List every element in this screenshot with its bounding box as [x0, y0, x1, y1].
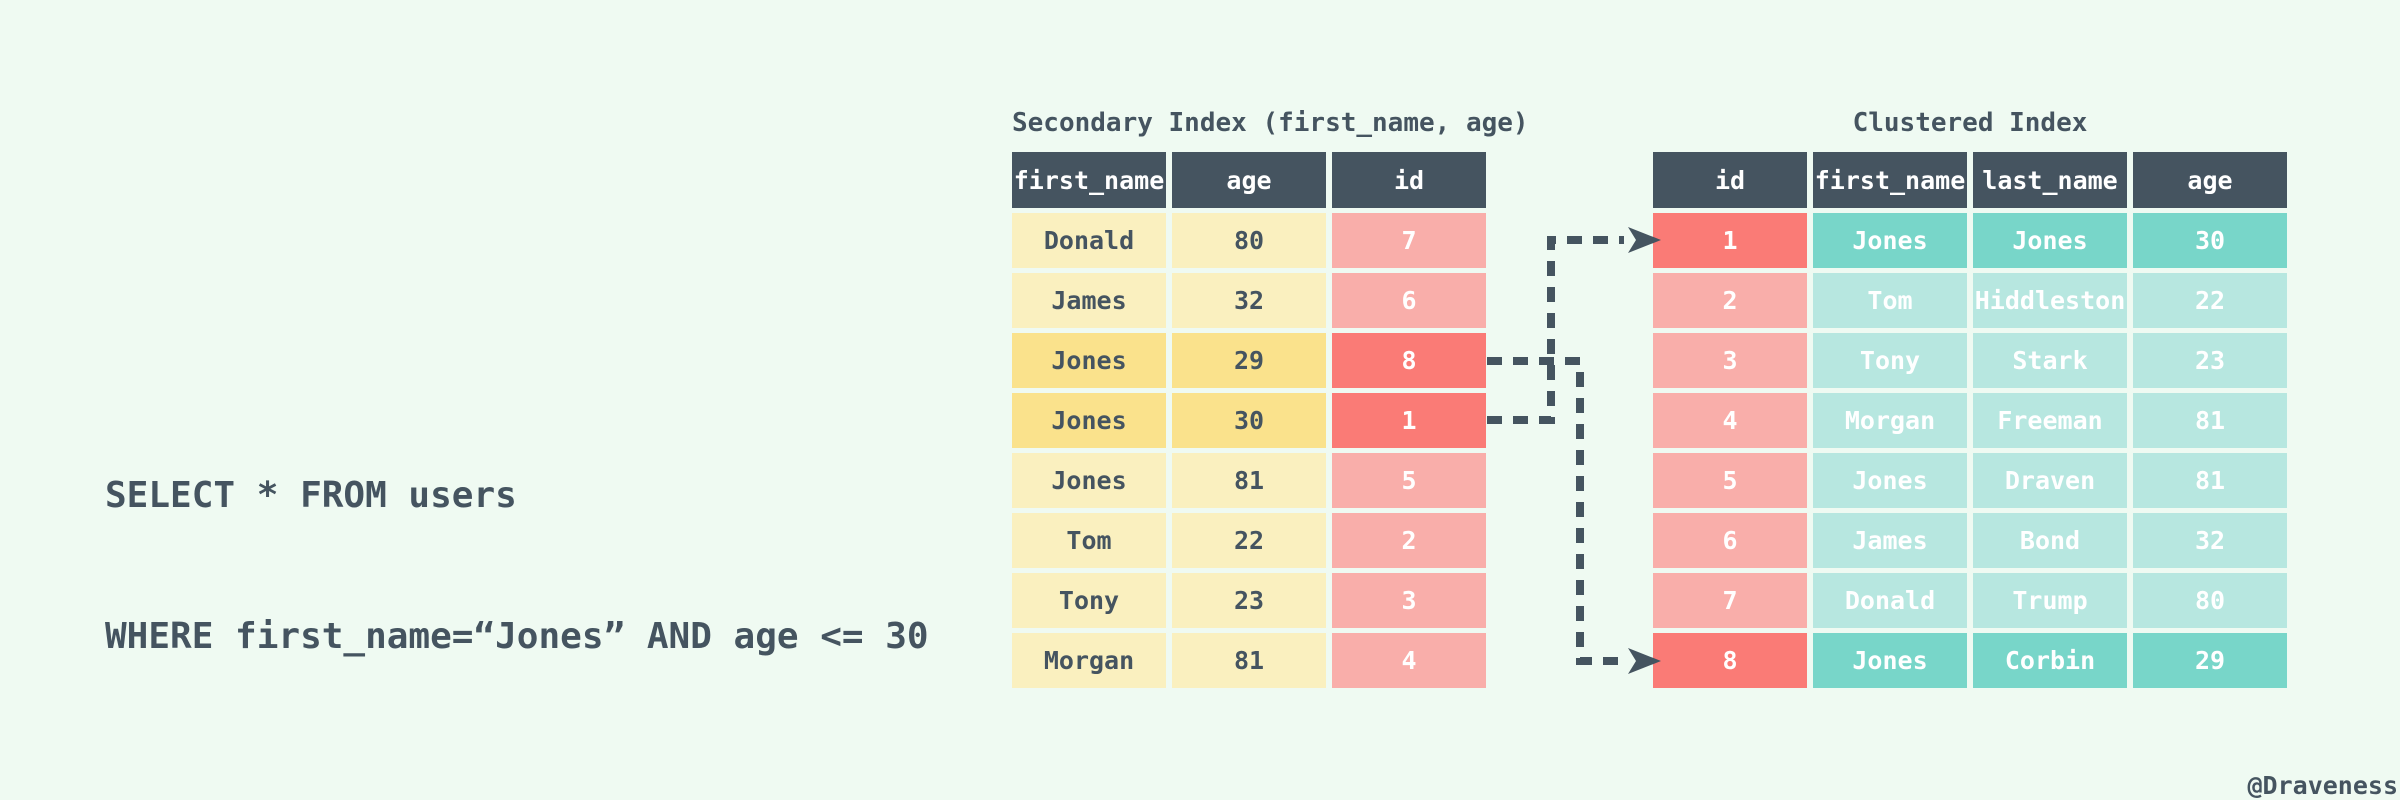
cell-first-name: Tony: [1012, 573, 1166, 628]
table-row: Tony 23 3: [1012, 573, 1486, 628]
secondary-header-age: age: [1172, 152, 1326, 208]
table-row: Morgan 81 4: [1012, 633, 1486, 688]
cell-last-name: Corbin: [1973, 633, 2127, 688]
cell-id: 5: [1653, 453, 1807, 508]
cell-age: 30: [1172, 393, 1326, 448]
cell-first-name: Donald: [1012, 213, 1166, 268]
cell-id: 1: [1653, 213, 1807, 268]
clustered-header-last-name: last_name: [1973, 152, 2127, 208]
cell-age: 22: [1172, 513, 1326, 568]
cell-first-name: James: [1813, 513, 1967, 568]
cell-age: 81: [1172, 633, 1326, 688]
cell-last-name: Jones: [1973, 213, 2127, 268]
cell-id: 2: [1653, 273, 1807, 328]
secondary-header-id: id: [1332, 152, 1486, 208]
cell-id: 7: [1332, 213, 1486, 268]
cell-first-name: Jones: [1012, 453, 1166, 508]
cell-last-name: Stark: [1973, 333, 2127, 388]
cell-id: 3: [1332, 573, 1486, 628]
cell-id: 3: [1653, 333, 1807, 388]
cell-first-name: Tom: [1813, 273, 1967, 328]
cell-first-name: Tony: [1813, 333, 1967, 388]
table-row: Tom 22 2: [1012, 513, 1486, 568]
cell-id: 8: [1653, 633, 1807, 688]
cell-id: 2: [1332, 513, 1486, 568]
cell-age: 22: [2133, 273, 2287, 328]
cell-id: 6: [1332, 273, 1486, 328]
cell-first-name: Donald: [1813, 573, 1967, 628]
sql-query-line-2: WHERE first_name=“Jones” AND age <= 30: [105, 616, 929, 657]
table-row-highlighted: Jones 30 1: [1012, 393, 1486, 448]
cell-age: 32: [1172, 273, 1326, 328]
cell-first-name: Jones: [1813, 453, 1967, 508]
clustered-header-first-name: first_name: [1813, 152, 1967, 208]
table-row: 5 Jones Draven 81: [1653, 453, 2287, 508]
cell-first-name: Morgan: [1813, 393, 1967, 448]
cell-age: 81: [2133, 393, 2287, 448]
cell-last-name: Trump: [1973, 573, 2127, 628]
cell-age: 80: [1172, 213, 1326, 268]
cell-last-name: Bond: [1973, 513, 2127, 568]
cell-id: 5: [1332, 453, 1486, 508]
table-row: Jones 81 5: [1012, 453, 1486, 508]
table-row: 2 Tom Hiddleston 22: [1653, 273, 2287, 328]
cell-first-name: Tom: [1012, 513, 1166, 568]
secondary-index-title: Secondary Index (first_name, age): [1012, 108, 1529, 138]
cell-id: 6: [1653, 513, 1807, 568]
sql-query: SELECT * FROM users WHERE first_name=“Jo…: [105, 378, 929, 754]
connector-path-id-1: [1487, 236, 1624, 424]
clustered-header-row: id first_name last_name age: [1653, 152, 2287, 208]
cell-age: 81: [1172, 453, 1326, 508]
table-row-highlighted: 1 Jones Jones 30: [1653, 213, 2287, 268]
cell-id: 7: [1653, 573, 1807, 628]
cell-age: 23: [2133, 333, 2287, 388]
table-row: James 32 6: [1012, 273, 1486, 328]
cell-first-name: Jones: [1012, 333, 1166, 388]
cell-first-name: Jones: [1813, 633, 1967, 688]
clustered-index-title: Clustered Index: [1852, 108, 2088, 138]
cell-first-name: James: [1012, 273, 1166, 328]
table-row-highlighted: 8 Jones Corbin 29: [1653, 633, 2287, 688]
cell-age: 80: [2133, 573, 2287, 628]
table-row: 7 Donald Trump 80: [1653, 573, 2287, 628]
cell-age: 81: [2133, 453, 2287, 508]
cell-age: 29: [2133, 633, 2287, 688]
cell-id: 1: [1332, 393, 1486, 448]
author-credit: @Draveness: [2247, 771, 2398, 800]
table-row-highlighted: Jones 29 8: [1012, 333, 1486, 388]
cell-first-name: Jones: [1012, 393, 1166, 448]
secondary-index-table: Secondary Index (first_name, age) first_…: [1012, 108, 1529, 693]
cell-age: 30: [2133, 213, 2287, 268]
table-row: 6 James Bond 32: [1653, 513, 2287, 568]
sql-query-line-1: SELECT * FROM users: [105, 475, 517, 516]
cell-id: 8: [1332, 333, 1486, 388]
table-row: Donald 80 7: [1012, 213, 1486, 268]
secondary-header-first-name: first_name: [1012, 152, 1166, 208]
cell-first-name: Morgan: [1012, 633, 1166, 688]
clustered-header-id: id: [1653, 152, 1807, 208]
cell-age: 29: [1172, 333, 1326, 388]
cell-last-name: Draven: [1973, 453, 2127, 508]
clustered-header-age: age: [2133, 152, 2287, 208]
cell-id: 4: [1332, 633, 1486, 688]
cell-age: 23: [1172, 573, 1326, 628]
cell-first-name: Jones: [1813, 213, 1967, 268]
cell-id: 4: [1653, 393, 1807, 448]
cell-last-name: Freeman: [1973, 393, 2127, 448]
secondary-header-row: first_name age id: [1012, 152, 1486, 208]
clustered-index-table: Clustered Index id first_name last_name …: [1653, 108, 2287, 693]
table-row: 4 Morgan Freeman 81: [1653, 393, 2287, 448]
cell-age: 32: [2133, 513, 2287, 568]
cell-last-name: Hiddleston: [1973, 273, 2127, 328]
connector-path-id-8: [1487, 357, 1624, 665]
table-row: 3 Tony Stark 23: [1653, 333, 2287, 388]
